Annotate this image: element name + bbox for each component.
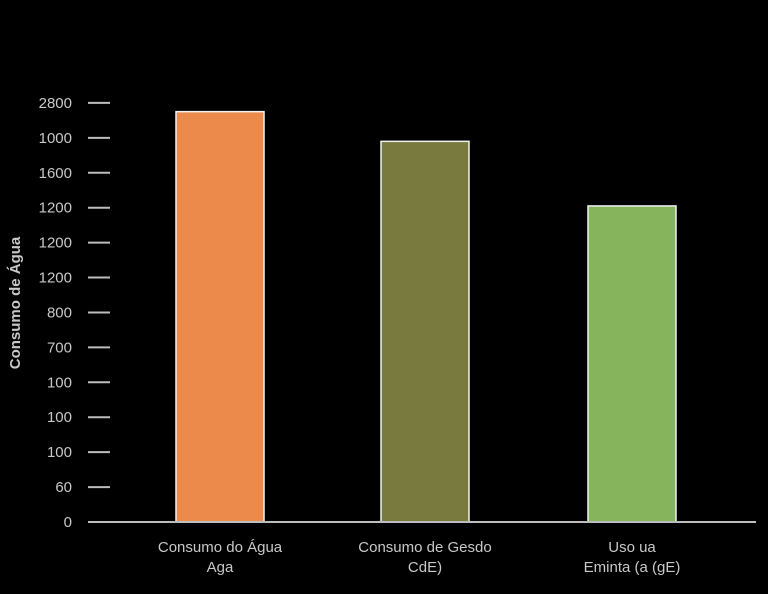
x-axis-labels: Consumo do Água Aga Consumo de Gesdo CdE) Us… xyxy=(158,539,680,576)
y-tick-label: 2800 xyxy=(39,95,72,112)
y-tick-label: 0 xyxy=(64,514,72,531)
y-tick-label: 700 xyxy=(47,339,72,356)
x-category-label: Eminta (a (gE) xyxy=(584,559,681,576)
x-category-label: Consumo do Água xyxy=(158,539,283,556)
bar xyxy=(587,205,677,523)
y-tick-label: 100 xyxy=(47,409,72,426)
x-category-label: Uso ua xyxy=(608,539,656,556)
y-tick-label: 1600 xyxy=(39,165,72,182)
y-tick-label: 60 xyxy=(55,479,72,496)
y-tick-label: 800 xyxy=(47,304,72,321)
x-category-label: Consumo de Gesdo xyxy=(358,539,491,556)
x-category-label: CdE) xyxy=(408,559,442,576)
y-axis-title: Consumo de Água xyxy=(7,236,24,369)
bar xyxy=(380,140,470,523)
y-tick-label: 100 xyxy=(47,374,72,391)
y-axis-ticks: 0 60 100 100 100 700 800 1200 1200 1200 1600 1000 28… xyxy=(39,95,110,531)
y-tick-label: 1200 xyxy=(39,200,72,217)
y-tick-label: 1200 xyxy=(39,235,72,252)
y-tick-label: 1200 xyxy=(39,270,72,287)
bars xyxy=(175,110,677,523)
bar xyxy=(175,110,265,523)
x-category-label: Aga xyxy=(207,559,234,576)
y-tick-label: 100 xyxy=(47,444,72,461)
y-tick-label: 1000 xyxy=(39,130,72,147)
